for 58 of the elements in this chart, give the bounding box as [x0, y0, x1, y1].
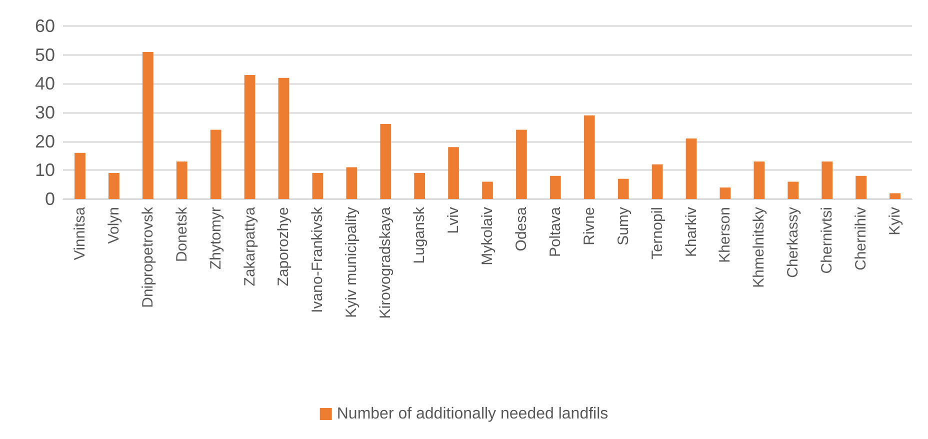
bar [720, 187, 731, 199]
x-tick-label: Volyn [105, 207, 122, 244]
x-tick-label: Zhytomyr [207, 207, 224, 270]
y-tick-label: 0 [44, 189, 55, 209]
bar [754, 162, 765, 199]
x-tick-label: Donetsk [173, 206, 190, 262]
x-tick-label: Chernihiv [852, 206, 870, 270]
bar [482, 182, 493, 199]
bar [890, 193, 900, 199]
legend-label: Number of additionally needed landfils [336, 406, 608, 422]
x-tick-label: Kirovogradskaya [377, 206, 394, 319]
bar [244, 75, 256, 199]
x-tick-label: Kyiv municipality [343, 206, 360, 318]
bar [142, 52, 154, 199]
x-tick-label: Kharkiv [682, 206, 700, 258]
x-tick-label: Sumy [614, 206, 632, 246]
bar [686, 138, 697, 199]
bar [108, 173, 120, 199]
bar [652, 164, 663, 199]
x-tick-label: Khmelnitsky [750, 206, 768, 288]
x-tick-label: Zaporozhye [275, 207, 292, 286]
bar [210, 130, 222, 199]
bar [74, 152, 86, 199]
x-tick-label: Ivano-Frankivsk [309, 206, 326, 313]
y-tick-label: 20 [34, 131, 55, 152]
bar [550, 176, 561, 199]
y-tick-label: 30 [34, 102, 55, 122]
x-tick-label: Rivne [580, 207, 598, 246]
bar [278, 78, 290, 199]
bar [346, 167, 358, 199]
y-tick-label: 40 [34, 74, 55, 94]
bar [618, 178, 629, 199]
x-tick-label: Lugansk [411, 206, 428, 264]
bar [448, 147, 459, 199]
bar [856, 176, 866, 199]
bar [312, 173, 324, 199]
bar [516, 130, 527, 199]
x-tick-label: Dnipropetrovsk [139, 206, 156, 308]
y-tick-label: 60 [34, 16, 55, 36]
bar [380, 124, 392, 199]
x-tick-label: Zakarpattya [241, 206, 258, 286]
bar [414, 173, 426, 199]
x-tick-label: Odesa [512, 206, 530, 252]
x-tick-label: Kyiv [886, 206, 904, 236]
x-tick-label: Kherson [716, 207, 734, 263]
bar [822, 162, 833, 199]
bar [176, 162, 188, 199]
x-tick-label: Lviv [445, 206, 462, 234]
bar [584, 115, 595, 199]
x-tick-label: Cherkassy [784, 206, 802, 278]
x-tick-label: Poltava [546, 206, 564, 258]
y-tick-label: 50 [34, 44, 55, 65]
x-tick-label: Ternopil [648, 207, 666, 260]
x-tick-label: Vinnitsa [71, 206, 88, 260]
y-tick-label: 10 [34, 160, 55, 180]
x-tick-label: Chernivtsi [818, 207, 836, 274]
bar [788, 182, 799, 199]
x-tick-label: Mykolaiv [479, 206, 496, 266]
